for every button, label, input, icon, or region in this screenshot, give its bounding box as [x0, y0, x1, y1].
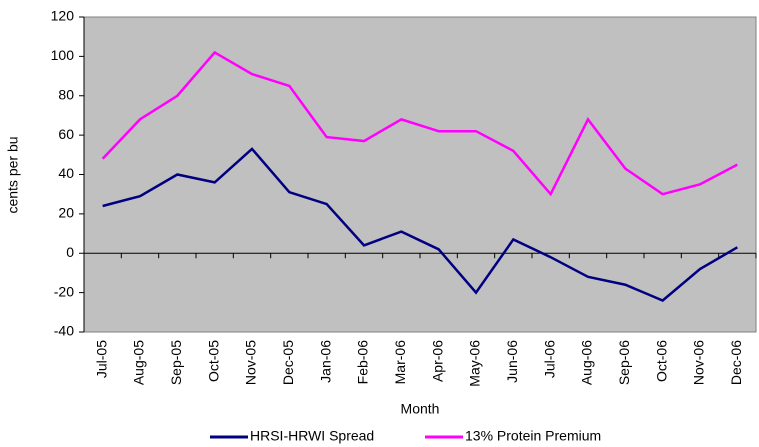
plot-area: [83, 16, 757, 333]
x-tick-label: Jul-06: [541, 340, 557, 378]
x-tick-label: Jan-06: [317, 340, 333, 383]
y-tick-label: 80: [58, 86, 74, 102]
x-tick-label: Dec-06: [728, 340, 744, 385]
x-tick-label: Sep-06: [616, 340, 632, 385]
x-tick-label: Oct-05: [205, 340, 221, 382]
x-tick-label: Aug-06: [579, 340, 595, 385]
legend-label: HRSI-HRWI Spread: [250, 428, 374, 444]
series-line: [102, 147, 738, 302]
x-axis-label: Month: [401, 401, 440, 417]
y-tick-label: 100: [51, 47, 75, 63]
y-tick-label: -40: [54, 323, 74, 339]
x-tick-label: Nov-05: [243, 340, 259, 385]
x-tick-label: Dec-05: [280, 340, 296, 385]
x-tick-label: Sep-05: [168, 340, 184, 385]
series-line: [101, 50, 738, 197]
legend-label: 13% Protein Premium: [465, 428, 601, 444]
x-tick-label: Jul-05: [93, 340, 109, 378]
x-tick-label: Nov-06: [691, 340, 707, 385]
y-tick-label: 120: [51, 8, 75, 24]
y-tick-label: 60: [58, 126, 74, 142]
y-axis-label: cents per bu: [5, 136, 21, 213]
y-tick-label: 20: [58, 205, 74, 221]
x-tick-label: May-06: [467, 340, 483, 387]
x-tick-label: Oct-06: [653, 340, 669, 382]
x-tick-label: Apr-06: [429, 340, 445, 382]
x-tick-label: Jun-06: [504, 340, 520, 383]
x-tick-label: Feb-06: [355, 340, 371, 385]
x-tick-label: Mar-06: [392, 340, 408, 385]
y-tick-label: 40: [58, 165, 74, 181]
y-tick-label: -20: [54, 283, 74, 299]
y-tick-label: 0: [66, 244, 74, 260]
x-tick-label: Aug-05: [131, 340, 147, 385]
